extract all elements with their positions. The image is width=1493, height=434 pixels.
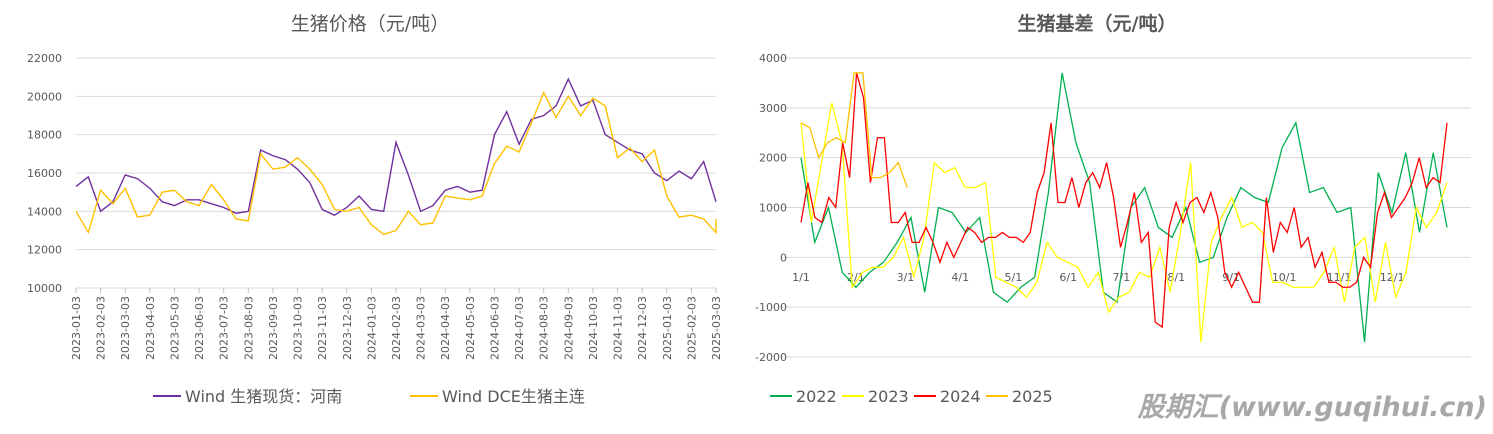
y-tick-label: 0 (780, 251, 787, 264)
x-tick-label: 2023-06-03 (193, 296, 206, 360)
y-tick-label: 22000 (27, 52, 62, 65)
legend-label: 2024 (940, 387, 981, 406)
x-tick-label: 2023-12-03 (341, 296, 354, 360)
y-tick-label: -1000 (755, 301, 787, 314)
legend-label: 2025 (1012, 387, 1053, 406)
y-tick-label: 4000 (759, 52, 787, 65)
y-tick-label: 12000 (27, 244, 62, 257)
x-tick-label: 2023-04-03 (144, 296, 157, 360)
x-tick-label: 2023-10-03 (292, 296, 305, 360)
chart-title: 生猪基差（元/吨） (1018, 12, 1177, 35)
x-tick-label: 2024-04-03 (439, 296, 452, 360)
legend-label: Wind DCE生猪主连 (442, 387, 585, 406)
series-line-2025 (800, 72, 908, 188)
x-tick-label: 2024-08-03 (538, 296, 551, 360)
x-tick-label: 11/1 (1327, 271, 1352, 284)
x-tick-label: 1/1 (792, 271, 810, 284)
series-line-2023 (800, 102, 1448, 343)
x-tick-label: 2024-11-03 (612, 296, 625, 360)
x-tick-label: 2023-09-03 (267, 296, 280, 360)
y-tick-label: 14000 (27, 205, 62, 218)
y-tick-label: 1000 (759, 202, 787, 215)
x-tick-label: 3/1 (897, 271, 915, 284)
x-tick-label: 8/1 (1167, 271, 1185, 284)
x-tick-label: 2023-05-03 (168, 296, 181, 360)
x-tick-label: 6/1 (1059, 271, 1077, 284)
x-tick-label: 2024-03-03 (415, 296, 428, 360)
x-tick-label: 2024-09-03 (562, 296, 575, 360)
x-tick-label: 2023-01-03 (70, 296, 83, 360)
x-tick-label: 2025-03-03 (710, 296, 723, 360)
x-tick-label: 4/1 (951, 271, 969, 284)
x-tick-label: 5/1 (1005, 271, 1023, 284)
y-tick-label: -2000 (755, 351, 787, 364)
x-tick-label: 2024-12-03 (636, 296, 649, 360)
series-line-2024 (800, 72, 1448, 329)
x-tick-label: 2025-01-03 (661, 296, 674, 360)
x-tick-label: 2024-06-03 (488, 296, 501, 360)
y-tick-label: 18000 (27, 129, 62, 142)
x-tick-label: 9/1 (1222, 271, 1240, 284)
x-tick-label: 2025-02-03 (685, 296, 698, 360)
chart-title: 生猪价格（元/吨） (291, 13, 449, 35)
legend-label: 2022 (796, 387, 837, 406)
legend-label: Wind 生猪现货：河南 (185, 387, 342, 406)
y-tick-label: 2000 (759, 152, 787, 165)
x-tick-label: 2023-07-03 (218, 296, 231, 360)
x-tick-label: 2024-02-03 (390, 296, 403, 360)
series-line-dce-futures (75, 90, 717, 236)
legend-label: 2023 (868, 387, 909, 406)
y-tick-label: 20000 (27, 90, 62, 103)
x-tick-label: 10/1 (1272, 271, 1297, 284)
y-tick-label: 16000 (27, 167, 62, 180)
series-line-henan-spot (75, 77, 717, 216)
x-tick-label: 2023-02-03 (95, 296, 108, 360)
x-tick-label: 2023-03-03 (119, 296, 132, 360)
series-line-2022 (800, 72, 1448, 343)
watermark: 股期汇(www.guqihui.cn) (1137, 392, 1487, 423)
x-tick-label: 2024-01-03 (365, 296, 378, 360)
x-tick-label: 2023-08-03 (242, 296, 255, 360)
y-tick-label: 3000 (759, 102, 787, 115)
x-tick-label: 2024-10-03 (587, 296, 600, 360)
x-tick-label: 2024-07-03 (513, 296, 526, 360)
y-tick-label: 10000 (27, 282, 62, 295)
x-tick-label: 2023-11-03 (316, 296, 329, 360)
x-tick-label: 2024-05-03 (464, 296, 477, 360)
